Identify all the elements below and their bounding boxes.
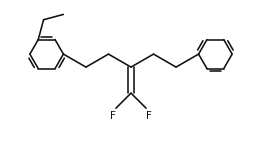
Text: F: F bbox=[110, 111, 116, 121]
Text: F: F bbox=[146, 111, 152, 121]
